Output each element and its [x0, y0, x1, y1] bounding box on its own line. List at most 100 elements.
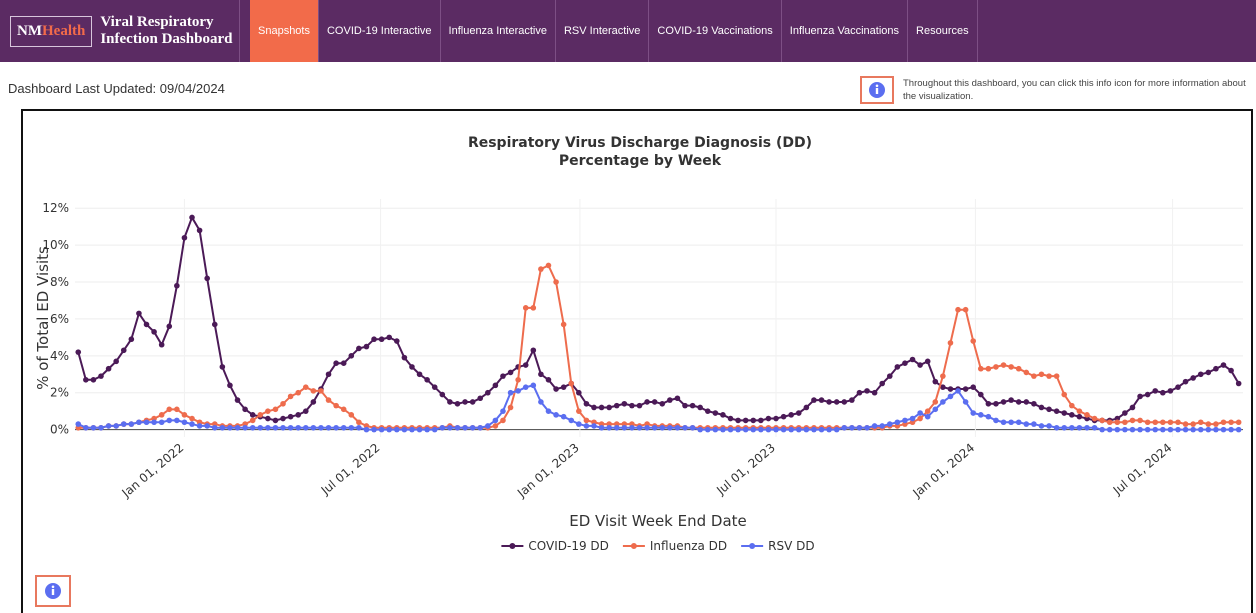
tab[interactable]: COVID-19 Vaccinations	[649, 0, 782, 62]
data-point	[492, 382, 499, 389]
data-point	[886, 421, 893, 427]
info-note: Throughout this dashboard, you can click…	[903, 78, 1246, 102]
plot-grid	[75, 199, 1243, 437]
data-point	[780, 426, 787, 433]
data-point	[166, 406, 173, 413]
data-point	[416, 371, 423, 378]
data-point	[803, 404, 810, 411]
data-point	[621, 400, 628, 407]
data-point	[1076, 408, 1083, 414]
data-point	[765, 415, 772, 422]
data-point	[98, 424, 104, 431]
y-tick-label: 0%	[50, 423, 69, 437]
data-point	[363, 426, 370, 433]
y-tick-label: 10%	[42, 238, 69, 252]
data-point	[909, 356, 916, 363]
data-point	[1228, 419, 1234, 426]
chart-subtitle: Percentage by Week	[559, 153, 722, 169]
tab[interactable]: Snapshots	[250, 0, 319, 62]
data-point	[917, 415, 923, 422]
tab[interactable]: COVID-19 Interactive	[319, 0, 441, 62]
nav-bar: NMHealth Viral Respiratory Infection Dash…	[0, 0, 1256, 62]
data-point	[576, 389, 582, 396]
brand[interactable]: NMHealth Viral Respiratory Infection Dash…	[0, 0, 240, 62]
chart-title: Respiratory Virus Discharge Diagnosis (D…	[468, 135, 812, 151]
data-point	[492, 423, 499, 429]
data-point	[1129, 417, 1136, 424]
data-point	[348, 412, 355, 418]
info-button[interactable]	[35, 575, 71, 607]
data-point	[431, 426, 438, 433]
info-icon	[45, 583, 61, 599]
data-point	[325, 424, 332, 431]
data-point	[849, 397, 855, 403]
data-point	[773, 426, 779, 433]
data-point	[174, 282, 180, 289]
data-point	[1084, 424, 1090, 431]
data-point	[1129, 404, 1136, 411]
data-point	[462, 399, 468, 405]
data-point	[1167, 426, 1174, 433]
data-point	[553, 279, 559, 285]
data-point	[583, 417, 590, 424]
data-point	[613, 424, 620, 431]
y-tick-label: 4%	[50, 349, 69, 363]
data-point	[477, 424, 484, 431]
legend-marker	[749, 543, 756, 549]
tab[interactable]: Influenza Vaccinations	[782, 0, 909, 62]
data-point	[538, 266, 544, 272]
data-point	[242, 424, 248, 431]
data-point	[765, 426, 772, 433]
data-point	[265, 408, 271, 414]
data-point	[280, 415, 286, 422]
data-point	[674, 395, 681, 402]
tab[interactable]: Resources	[908, 0, 978, 62]
data-point	[947, 386, 954, 392]
data-point	[409, 426, 415, 433]
data-point	[932, 399, 939, 405]
data-point	[720, 426, 726, 433]
data-point	[522, 305, 529, 311]
data-point	[1190, 426, 1196, 433]
data-point	[158, 419, 165, 426]
tab[interactable]: RSV Interactive	[556, 0, 650, 62]
data-point	[1190, 375, 1196, 381]
data-point	[591, 423, 597, 429]
x-axis-title: ED Visit Week End Date	[569, 512, 747, 530]
data-point	[1099, 417, 1105, 424]
data-point	[257, 424, 264, 431]
data-point	[993, 364, 999, 370]
data-point	[174, 417, 180, 424]
data-point	[856, 389, 863, 396]
data-point	[1182, 426, 1189, 433]
data-point	[560, 384, 567, 390]
data-point	[1137, 393, 1143, 400]
data-point	[492, 417, 499, 424]
data-point	[879, 380, 885, 387]
data-point	[924, 358, 931, 365]
logo-text: NM	[17, 22, 42, 39]
info-button[interactable]	[860, 76, 894, 104]
data-point	[1000, 419, 1007, 426]
data-point	[871, 423, 878, 429]
data-point	[1175, 426, 1181, 433]
legend-item: RSV DD	[741, 539, 815, 553]
data-point	[1000, 362, 1007, 368]
series-line	[77, 384, 1239, 431]
data-point	[1061, 424, 1068, 431]
legend-item: COVID-19 DD	[501, 539, 609, 553]
data-point	[1008, 397, 1014, 403]
tab[interactable]: Influenza Interactive	[441, 0, 556, 62]
y-axis-title: % of Total ED Visits	[34, 246, 52, 390]
data-point	[727, 426, 734, 433]
data-point	[136, 419, 142, 426]
data-point	[166, 417, 173, 424]
data-point	[1220, 426, 1227, 433]
data-point	[1144, 419, 1151, 426]
data-point	[242, 406, 248, 413]
data-point	[1023, 369, 1030, 376]
data-point	[1213, 426, 1219, 433]
data-point	[970, 338, 977, 344]
data-point	[310, 399, 317, 405]
